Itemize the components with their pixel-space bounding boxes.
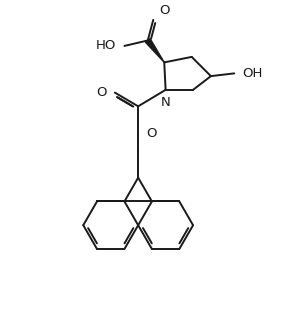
Text: N: N — [161, 96, 171, 109]
Text: OH: OH — [242, 67, 263, 80]
Text: O: O — [146, 127, 156, 140]
Text: HO: HO — [96, 39, 117, 52]
Text: O: O — [96, 86, 107, 99]
Polygon shape — [145, 39, 164, 63]
Text: O: O — [159, 4, 170, 17]
